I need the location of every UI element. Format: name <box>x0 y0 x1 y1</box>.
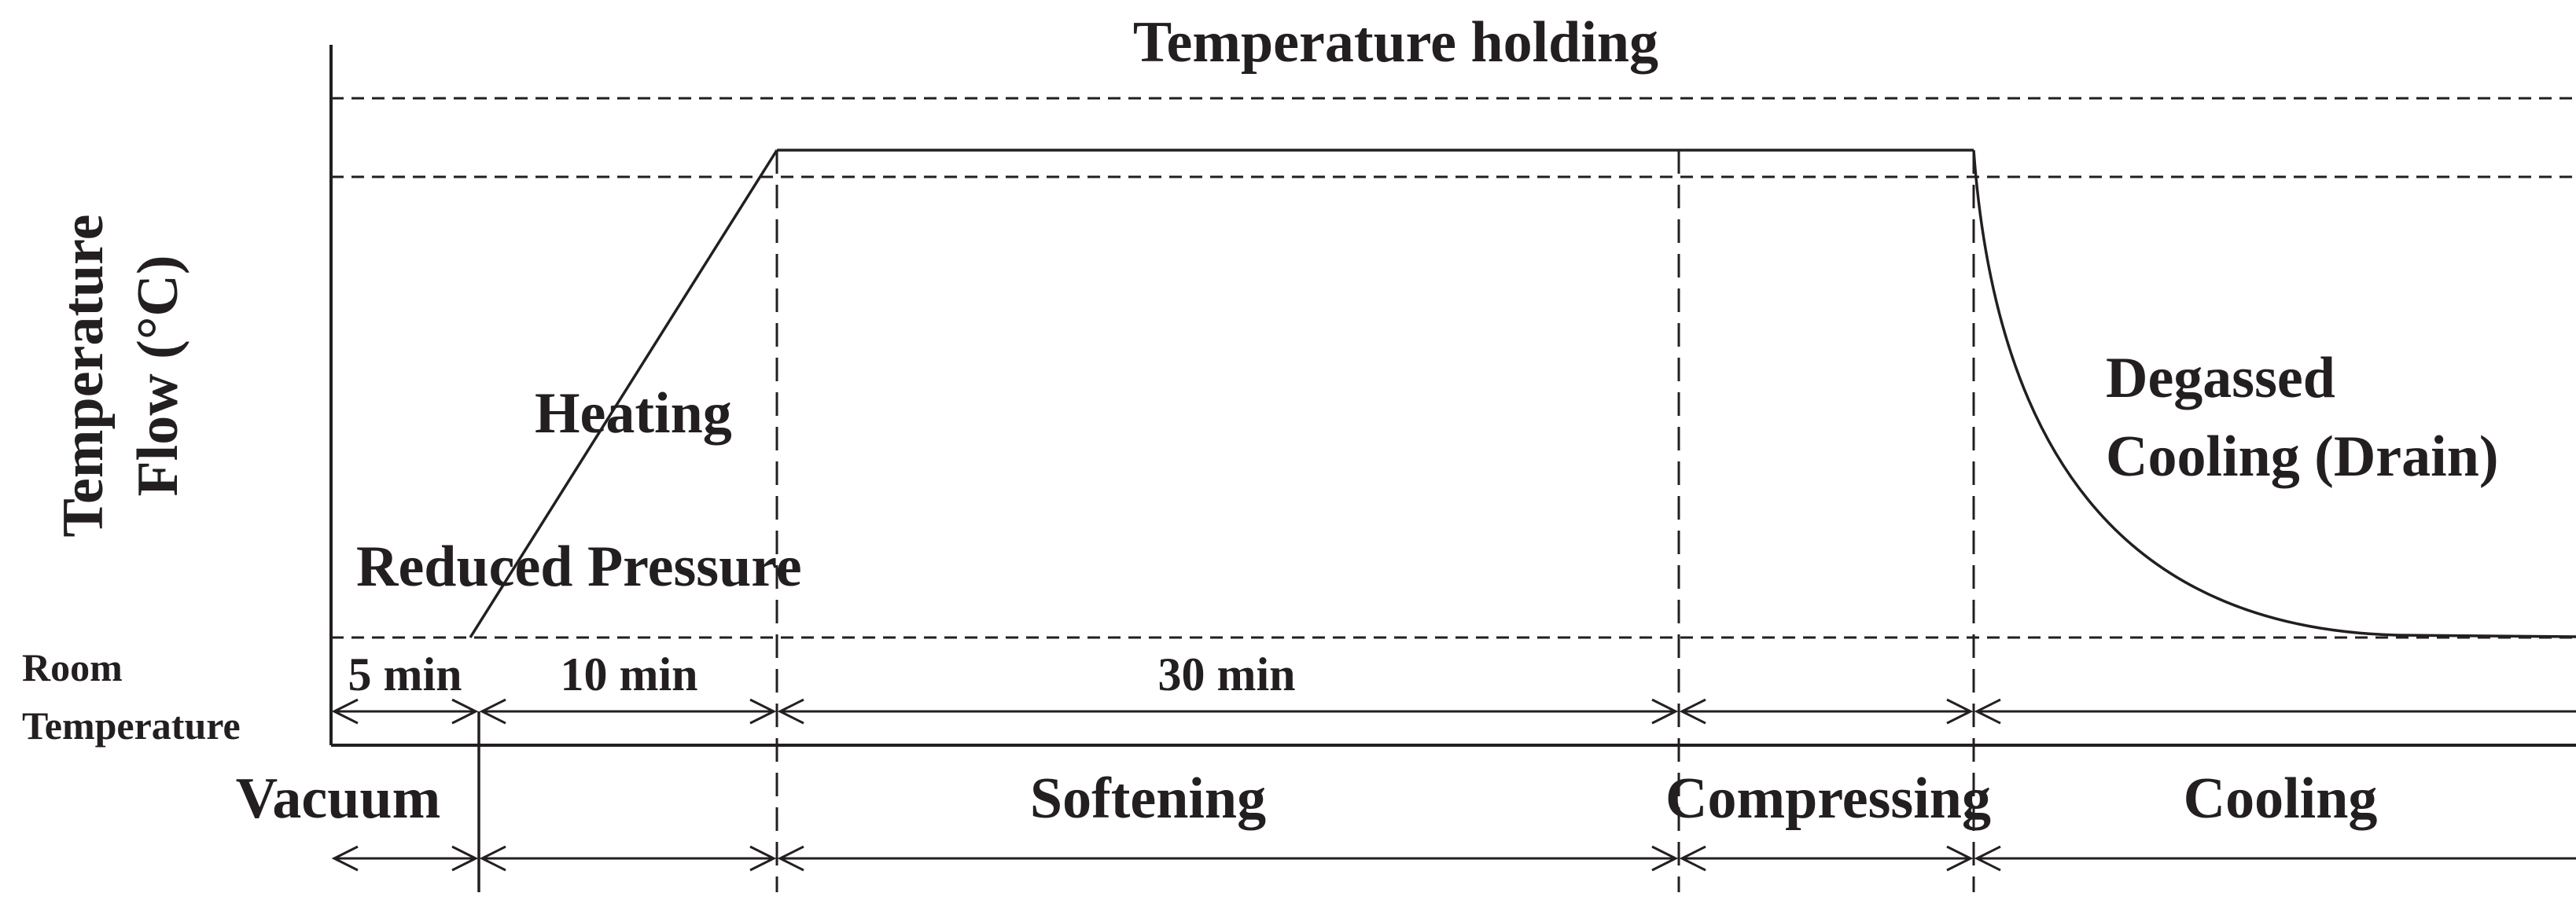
duration-label: 30 min <box>1157 649 1295 700</box>
phase-arrow-row <box>331 845 2576 872</box>
duration-label: 5 min <box>348 649 462 700</box>
room-temperature-label-line1: Room <box>22 645 123 689</box>
heating-ramp-line <box>469 149 778 638</box>
phase-label: Vacuum <box>236 766 440 831</box>
phase-label: Compressing <box>1665 766 1991 831</box>
reduced-pressure-label: Reduced Pressure <box>356 535 802 599</box>
cooling-label-line1: Degassed <box>2106 346 2335 410</box>
y-axis-label-line2: Flow (°C) <box>126 255 190 496</box>
y-axis-label: Temperature Flow (°C) <box>51 214 190 537</box>
duration-arrow-row <box>331 698 2576 725</box>
phase-label: Cooling <box>2184 766 2378 831</box>
cooling-curve <box>1972 149 2576 638</box>
heating-label: Heating <box>535 381 732 446</box>
y-axis-label-line1: Temperature <box>51 214 116 537</box>
duration-label: 10 min <box>560 649 697 700</box>
phase-label: Softening <box>1030 766 1266 831</box>
room-temperature-label-line2: Temperature <box>22 704 241 748</box>
cooling-label-line2: Cooling (Drain) <box>2106 424 2499 489</box>
diagram-title: Temperature holding <box>1133 10 1658 75</box>
